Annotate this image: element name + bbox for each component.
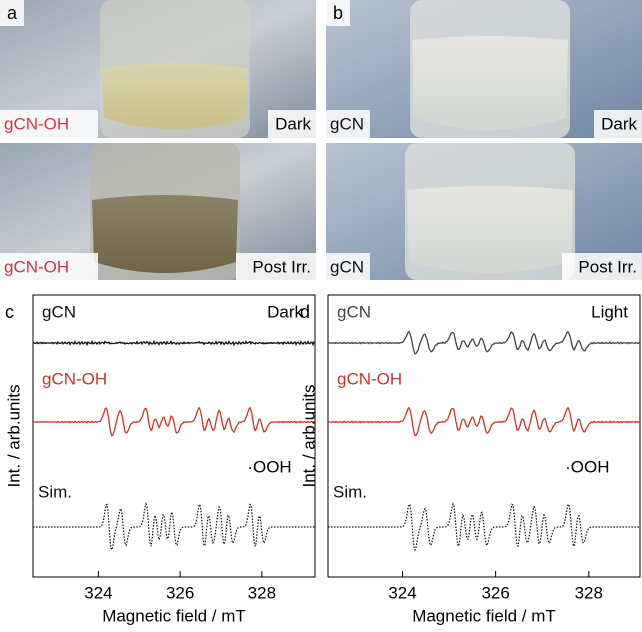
sample-label: gCN-OH	[4, 257, 69, 276]
x-axis-label: Magnetic field / mT	[412, 606, 556, 625]
plot-frame	[327, 294, 641, 578]
spectrum	[328, 406, 640, 437]
label-box	[594, 110, 642, 138]
sample-label: gCN	[330, 257, 364, 276]
x-axis-label: Magnetic field / mT	[102, 606, 246, 625]
x-tick-label: 324	[388, 583, 416, 602]
liquid	[412, 36, 568, 130]
label-box	[268, 110, 316, 138]
panel-label: d	[300, 302, 310, 322]
trace-label: Sim.	[333, 482, 367, 501]
label-box	[326, 253, 370, 281]
label-box	[0, 0, 24, 26]
trace-label: gCN	[42, 302, 76, 321]
condition-label: Post Irr.	[578, 257, 637, 276]
sample-label: gCN	[330, 114, 364, 133]
plot-frame	[32, 294, 316, 578]
panel-label: a	[7, 3, 18, 23]
annotation: ·OOH	[565, 457, 609, 476]
photos	[0, 0, 642, 280]
sample-label: gCN-OH	[4, 114, 69, 133]
y-axis-label: Int. / arb.units	[299, 385, 318, 488]
x-tick-label: 328	[575, 583, 603, 602]
spectrum	[33, 501, 315, 552]
trace-label: Sim.	[38, 482, 72, 501]
spectrum	[328, 502, 640, 552]
condition-label: Dark	[267, 302, 303, 321]
label-box	[0, 110, 98, 138]
liquid	[407, 186, 573, 273]
panel-label: c	[5, 302, 14, 322]
spectrum	[328, 330, 640, 355]
trace-label: gCN-OH	[337, 369, 402, 388]
x-tick-label: 328	[248, 583, 276, 602]
condition-label: Dark	[601, 114, 637, 133]
trace-label: gCN	[337, 302, 371, 321]
liquid	[92, 195, 238, 273]
x-tick-label: 326	[166, 583, 194, 602]
label-box	[0, 253, 98, 281]
trace-label: gCN-OH	[42, 369, 107, 388]
annotation: ·OOH	[247, 457, 291, 476]
condition-label: Post Irr.	[252, 257, 311, 276]
label-box	[326, 110, 370, 138]
label-box	[562, 253, 642, 281]
condition-label: Dark	[275, 114, 311, 133]
liquid	[102, 63, 248, 129]
condition-label: Light	[591, 302, 628, 321]
panel-label: b	[333, 3, 343, 23]
x-tick-label: 326	[481, 583, 509, 602]
spectrum	[32, 406, 316, 437]
label-box	[236, 253, 316, 281]
x-tick-label: 324	[84, 583, 112, 602]
y-axis-label: Int. / arb.units	[4, 385, 23, 488]
label-box	[326, 0, 350, 26]
spectrum	[32, 339, 316, 347]
